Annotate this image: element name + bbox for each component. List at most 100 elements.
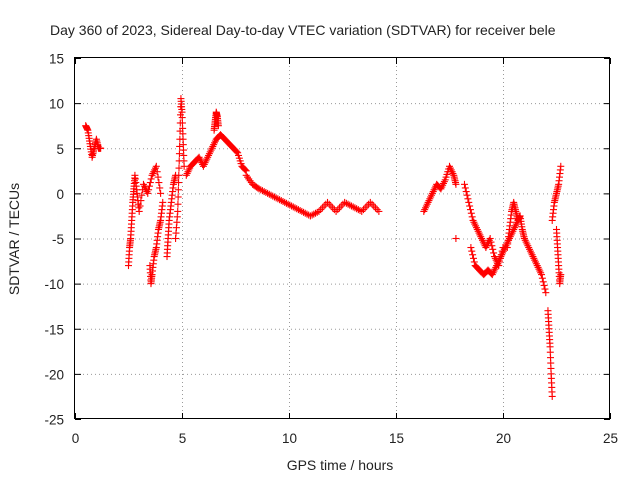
data-point: [370, 202, 378, 210]
data-point: [174, 186, 182, 194]
data-point: [467, 244, 475, 252]
x-tick-labels: 0 5 10 15 20 25: [72, 431, 618, 446]
data-point: [336, 204, 344, 212]
data-point: [489, 245, 497, 253]
data-point: [318, 204, 326, 212]
data-point: [145, 186, 153, 194]
data-point: [147, 175, 155, 183]
data-point: [375, 207, 383, 215]
axis-ticks: [75, 58, 611, 420]
data-point: [97, 144, 105, 152]
data-point: [490, 249, 498, 257]
data-point: [233, 148, 241, 156]
data-point: [466, 206, 474, 214]
data-point: [137, 197, 145, 205]
y-tick-label: -20: [44, 367, 64, 382]
x-tick-label: 10: [282, 431, 297, 446]
y-axis-label: SDTVAR / TECUs: [6, 183, 22, 295]
data-point: [470, 258, 478, 266]
data-point: [214, 122, 222, 130]
data-point: [138, 191, 146, 199]
data-point: [463, 191, 471, 199]
y-tick-label: 15: [49, 52, 64, 67]
data-point: [146, 179, 154, 187]
data-point: [153, 168, 161, 176]
data-point: [180, 162, 188, 170]
data-point: [469, 254, 477, 262]
data-point: [461, 184, 469, 192]
data-point: [467, 209, 475, 217]
data-point: [541, 285, 549, 293]
data-point: [486, 235, 494, 242]
data-point: [540, 281, 548, 289]
data-point: [241, 166, 249, 174]
data-point: [320, 202, 328, 210]
data-point: [488, 242, 496, 250]
y-tick-labels: 15 10 5 0 -5 -10 -15 -20 -25: [44, 52, 64, 428]
x-tick-label: 20: [496, 431, 511, 446]
data-point: [368, 200, 376, 208]
y-tick-label: 0: [56, 187, 64, 202]
data-point: [332, 207, 340, 215]
y-tick-label: -15: [44, 322, 64, 337]
data-point: [464, 195, 472, 203]
data-point: [538, 274, 546, 282]
data-point: [175, 171, 183, 179]
data-point: [557, 271, 565, 279]
data-point: [175, 164, 183, 172]
x-tick-label: 15: [389, 431, 404, 446]
data-point: [363, 202, 371, 210]
x-tick-label: 25: [603, 431, 618, 446]
data-point: [135, 207, 143, 215]
data-point: [538, 271, 546, 279]
y-tick-label: -10: [44, 277, 64, 292]
data-point: [152, 162, 160, 170]
data-point: [373, 206, 381, 214]
data-point: [356, 207, 364, 215]
data-point: [324, 198, 332, 206]
y-tick-label: 10: [49, 97, 64, 112]
data-point: [366, 198, 374, 206]
data-point: [468, 247, 476, 255]
y-tick-label: -25: [44, 413, 64, 428]
data-point: [174, 207, 182, 215]
data-point: [174, 200, 182, 208]
data-point: [462, 188, 470, 196]
data-point: [548, 392, 556, 400]
grid: [75, 58, 610, 419]
data-point: [487, 238, 495, 246]
x-tick-label: 0: [72, 431, 80, 446]
data-point: [175, 150, 183, 158]
data-point: [557, 162, 565, 170]
data-point: [539, 278, 547, 286]
x-axis-label: GPS time / hours: [287, 457, 394, 473]
data-point: [469, 251, 477, 259]
data-point: [156, 184, 164, 192]
data-point: [460, 180, 468, 188]
data-point: [154, 173, 162, 181]
data-point: [542, 289, 550, 297]
data-point: [325, 200, 333, 208]
data-point: [329, 204, 337, 212]
data-point: [359, 206, 367, 214]
data-point: [145, 182, 153, 190]
data-point: [452, 235, 460, 242]
data-point: [327, 202, 335, 210]
chart-title: Day 360 of 2023, Sidereal Day-to-day VTE…: [50, 22, 556, 38]
data-point: [144, 189, 152, 197]
data-point: [468, 213, 476, 221]
data-point: [136, 202, 144, 210]
data-point: [175, 179, 183, 187]
data-point: [466, 202, 474, 210]
y-tick-label: -5: [52, 232, 64, 247]
data-point: [157, 189, 165, 197]
data-points: [82, 95, 565, 400]
data-point: [371, 204, 379, 212]
data-point: [334, 206, 342, 214]
data-point: [174, 193, 182, 201]
x-tick-label: 5: [179, 431, 187, 446]
data-point: [155, 179, 163, 187]
data-point: [452, 180, 460, 188]
data-point: [159, 198, 167, 206]
